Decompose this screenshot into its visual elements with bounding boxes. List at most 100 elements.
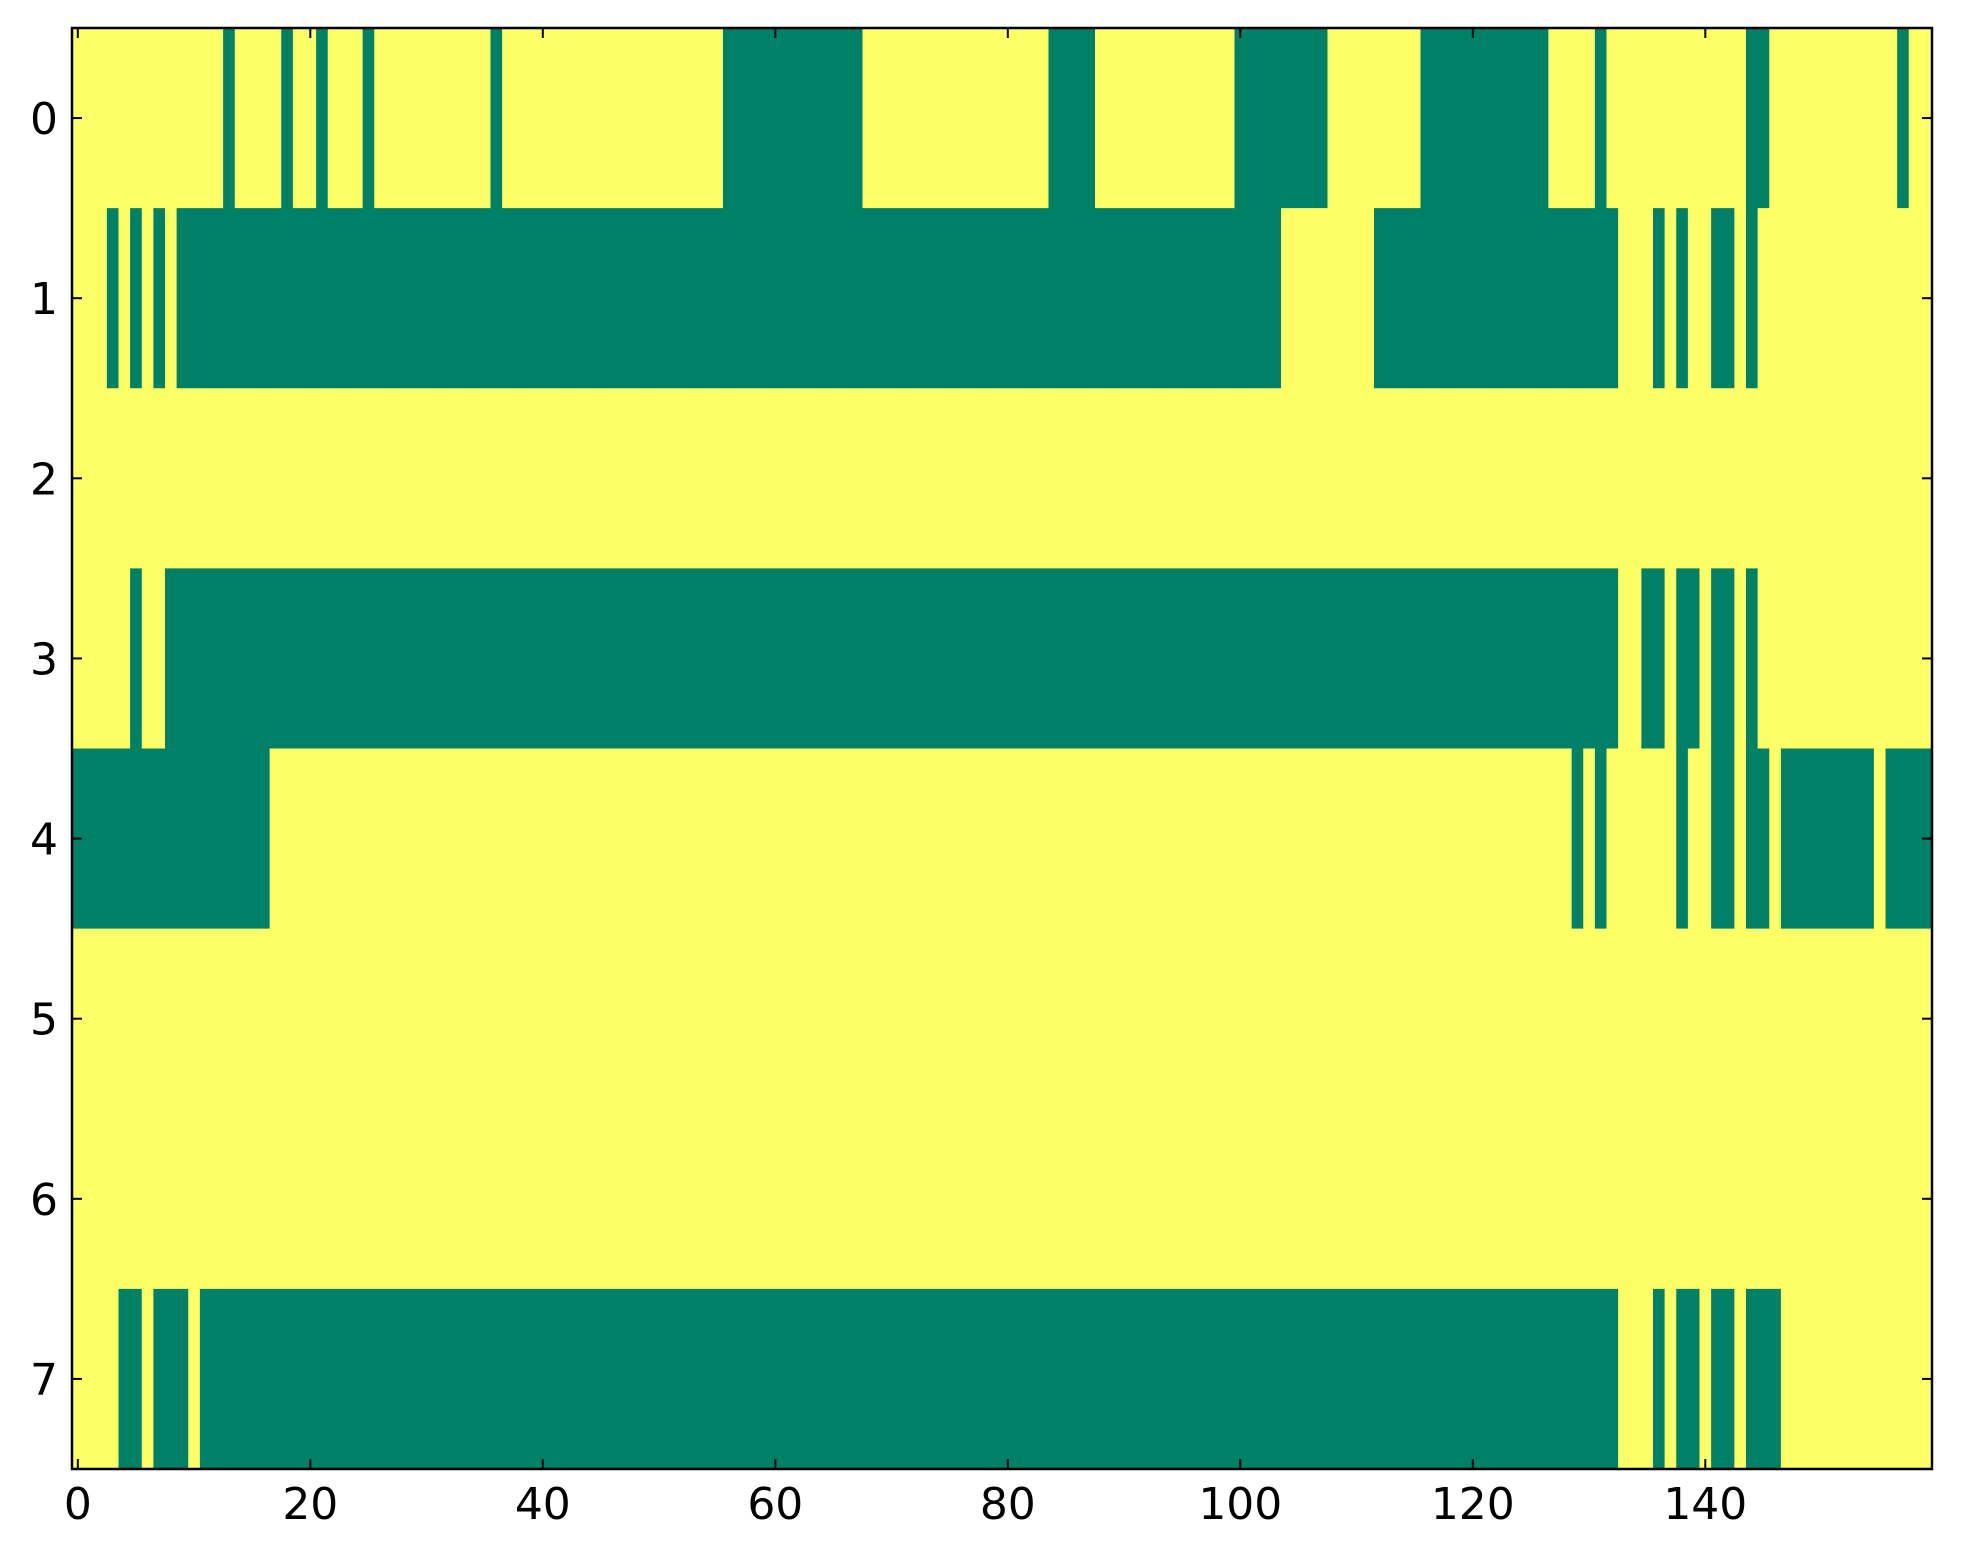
heatmap-cell bbox=[106, 568, 120, 750]
heatmap-cell bbox=[1374, 748, 1387, 930]
heatmap-cell bbox=[967, 1108, 980, 1290]
heatmap-cell bbox=[199, 568, 213, 750]
heatmap-cell bbox=[83, 1288, 96, 1470]
heatmap-cell bbox=[746, 1108, 759, 1290]
heatmap-cell bbox=[1873, 388, 1887, 569]
heatmap-cell bbox=[1246, 748, 1259, 930]
heatmap-cell bbox=[1653, 568, 1666, 750]
heatmap-cell bbox=[141, 1108, 154, 1290]
heatmap-cell bbox=[1304, 568, 1317, 750]
heatmap-cell bbox=[1513, 28, 1526, 209]
heatmap-cell bbox=[1722, 1288, 1735, 1470]
heatmap-cell bbox=[1455, 388, 1468, 569]
heatmap-cell bbox=[990, 1288, 1003, 1470]
heatmap-cell bbox=[118, 208, 131, 389]
heatmap-cells bbox=[72, 28, 1933, 1470]
heatmap-cell bbox=[560, 28, 573, 209]
heatmap-cell bbox=[769, 1288, 782, 1470]
heatmap-cell bbox=[664, 568, 678, 750]
heatmap-cell bbox=[1188, 748, 1201, 930]
heatmap-cell bbox=[1490, 928, 1503, 1110]
heatmap-cell bbox=[1129, 28, 1143, 209]
heatmap-cell bbox=[1687, 928, 1701, 1110]
heatmap-cell bbox=[920, 568, 933, 750]
heatmap-cell bbox=[757, 1288, 771, 1470]
heatmap-cell bbox=[630, 28, 643, 209]
heatmap-cell bbox=[223, 928, 236, 1110]
heatmap-cell bbox=[792, 748, 805, 930]
heatmap-cell bbox=[711, 388, 724, 569]
heatmap-cell bbox=[1885, 28, 1898, 209]
heatmap-cell bbox=[223, 1288, 236, 1470]
heatmap-cell bbox=[455, 748, 468, 930]
heatmap-cell bbox=[385, 748, 399, 930]
heatmap-cell bbox=[397, 748, 410, 930]
heatmap-cell bbox=[234, 748, 247, 930]
heatmap-cell bbox=[1734, 1288, 1747, 1470]
heatmap-cell bbox=[1339, 28, 1352, 209]
heatmap-cell bbox=[874, 388, 887, 569]
heatmap-cell bbox=[1711, 28, 1724, 209]
heatmap-cell bbox=[1083, 748, 1096, 930]
heatmap-cell bbox=[1618, 208, 1631, 389]
heatmap-cell bbox=[1397, 28, 1410, 209]
heatmap-cell bbox=[1606, 1288, 1619, 1470]
heatmap-cell bbox=[1618, 1108, 1631, 1290]
heatmap-cell bbox=[1687, 388, 1701, 569]
heatmap-cell bbox=[1304, 1108, 1317, 1290]
heatmap-cell bbox=[827, 28, 840, 209]
heatmap-cell bbox=[351, 388, 364, 569]
heatmap-cell bbox=[1583, 388, 1596, 569]
heatmap-cell bbox=[537, 388, 550, 569]
heatmap-cell bbox=[920, 1288, 933, 1470]
heatmap-cell bbox=[804, 1288, 817, 1470]
heatmap-cell bbox=[153, 208, 166, 389]
heatmap-cell bbox=[1804, 1108, 1817, 1290]
heatmap-cell bbox=[548, 1288, 561, 1470]
heatmap-cell bbox=[258, 1108, 271, 1290]
heatmap-cell bbox=[1583, 28, 1596, 209]
heatmap-cell bbox=[839, 388, 852, 569]
heatmap-cell bbox=[1711, 208, 1724, 389]
heatmap-cell bbox=[1304, 1288, 1317, 1470]
heatmap-cell bbox=[955, 568, 968, 750]
heatmap-cell bbox=[676, 1108, 689, 1290]
heatmap-cell bbox=[1025, 1108, 1038, 1290]
heatmap-cell bbox=[1606, 928, 1619, 1110]
heatmap-cell bbox=[1339, 388, 1352, 569]
heatmap-cell bbox=[955, 1108, 968, 1290]
heatmap-cell bbox=[211, 748, 224, 930]
heatmap-cell bbox=[478, 568, 492, 750]
heatmap-cell bbox=[711, 748, 724, 930]
heatmap-cell bbox=[165, 1108, 178, 1290]
heatmap-cell bbox=[641, 1108, 654, 1290]
heatmap-cell bbox=[1002, 1108, 1015, 1290]
heatmap-cell bbox=[467, 208, 480, 389]
y-tick-label: 2 bbox=[30, 454, 58, 505]
heatmap-cell bbox=[1397, 1108, 1410, 1290]
heatmap-cell bbox=[1897, 388, 1910, 569]
heatmap-cell bbox=[1129, 928, 1143, 1110]
heatmap-cell bbox=[1129, 388, 1143, 569]
heatmap-cell bbox=[1780, 28, 1794, 209]
heatmap-cell bbox=[304, 928, 317, 1110]
heatmap-cell bbox=[316, 28, 329, 209]
heatmap-cell bbox=[1746, 1108, 1759, 1290]
heatmap-cell bbox=[1408, 388, 1422, 569]
heatmap-cell bbox=[1780, 1288, 1794, 1470]
y-tick-label: 7 bbox=[30, 1355, 58, 1406]
heatmap-cell bbox=[909, 208, 922, 389]
heatmap-cell bbox=[1153, 748, 1166, 930]
heatmap-cell bbox=[1769, 1288, 1782, 1470]
x-tick-label: 0 bbox=[64, 1479, 92, 1530]
heatmap-cell bbox=[734, 1108, 747, 1290]
heatmap-cell bbox=[943, 208, 957, 389]
heatmap-cell bbox=[769, 1108, 782, 1290]
heatmap-cell bbox=[490, 1288, 503, 1470]
heatmap-cell bbox=[1153, 928, 1166, 1110]
heatmap-cell bbox=[339, 388, 352, 569]
heatmap-cell bbox=[1106, 1288, 1119, 1470]
heatmap-cell bbox=[1862, 1288, 1875, 1470]
heatmap-cell bbox=[1676, 1108, 1689, 1290]
heatmap-cell bbox=[1536, 748, 1549, 930]
